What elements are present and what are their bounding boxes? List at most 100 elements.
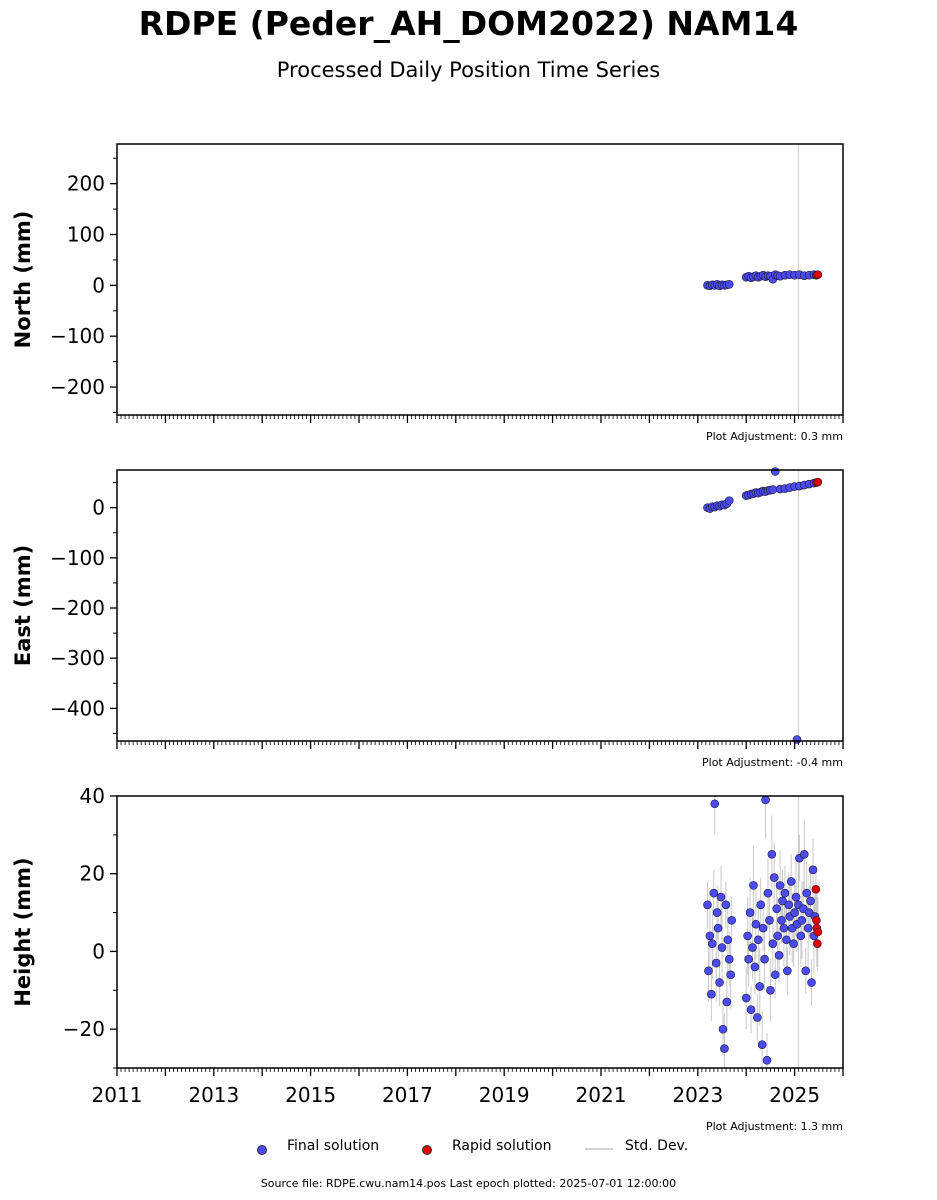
east-ytick-label: −300: [50, 646, 105, 670]
height-final-point: [791, 892, 801, 902]
height-final-point: [762, 1055, 772, 1065]
height-final-point: [711, 958, 721, 968]
height-rapid-point: [812, 916, 821, 925]
height-final-point: [766, 985, 775, 995]
height-final-point: [755, 982, 765, 991]
legend-final-marker: [257, 1142, 267, 1158]
height-final-point: [749, 881, 758, 890]
east-ytick-label: 0: [92, 496, 105, 520]
height-xtick-label: 2017: [382, 1083, 433, 1107]
height-final-point: [721, 900, 731, 910]
height-xtick-label: 2023: [672, 1083, 723, 1107]
east-ytick-label: −400: [50, 696, 105, 720]
height-ytick-label: 40: [80, 784, 105, 808]
height-final-point: [741, 993, 751, 1003]
height-xtick-label: 2011: [92, 1083, 143, 1107]
height-final-point: [806, 896, 815, 906]
height-final-point: [777, 916, 786, 925]
height-final-point: [727, 916, 736, 925]
height-final-point: [756, 900, 766, 910]
height-final-point: [715, 978, 724, 987]
height-final-point: [799, 849, 809, 859]
height-final-point: [782, 935, 791, 945]
height-axis-title: Height (mm): [11, 857, 35, 1006]
legend-std-marker: [585, 1141, 613, 1157]
east-final-point: [724, 496, 734, 505]
north-panel: −200 −100 0 100 200 North (mm) Plot Adjustment…: [11, 143, 844, 443]
height-final-point: [790, 908, 799, 917]
height-final-point: [753, 1013, 762, 1022]
height-final-point: [710, 799, 720, 809]
height-ytick-label: −20: [63, 1017, 105, 1041]
height-final-point: [773, 931, 782, 941]
height-xtick-label: 2013: [188, 1083, 239, 1107]
height-final-point: [713, 923, 723, 933]
legend-std-label: Std. Dev.: [625, 1138, 689, 1154]
height-final-point: [807, 978, 816, 987]
east-ytick-label: −100: [50, 546, 105, 570]
height-final-point: [720, 1044, 729, 1053]
height-final-point: [803, 923, 813, 933]
north-ytick-label: 200: [67, 172, 105, 196]
chart-subtitle: Processed Daily Position Time Series: [276, 58, 661, 82]
height-final-point: [704, 966, 713, 976]
height-final-point: [784, 900, 794, 910]
height-final-point: [708, 939, 717, 948]
north-final-point: [724, 280, 734, 289]
height-final-point: [707, 989, 716, 999]
height-final-point: [780, 888, 790, 898]
height-final-point: [724, 954, 734, 964]
height-final-point: [765, 916, 774, 925]
height-final-point: [746, 1005, 756, 1015]
height-rapid-point: [813, 939, 822, 948]
height-rapid-point: [813, 927, 823, 937]
north-plot-adjustment: Plot Adjustment: 0.3 mm: [706, 430, 843, 443]
north-plot-area: [117, 144, 843, 415]
height-final-point: [768, 939, 778, 948]
north-axis-title: North (mm): [11, 211, 35, 349]
height-ytick-label: 20: [80, 862, 105, 886]
height-final-point: [705, 931, 715, 941]
east-final-point: [770, 467, 780, 476]
rapid-solution-dot-icon: [422, 1145, 432, 1155]
source-note: Source file: RDPE.cwu.nam14.pos Last epo…: [260, 1177, 677, 1190]
height-xtick-label: 2019: [479, 1083, 530, 1107]
north-ytick-label: 0: [92, 273, 105, 297]
height-final-point: [779, 923, 789, 933]
east-plot-area: [117, 470, 843, 741]
height-final-point: [712, 908, 722, 917]
height-final-point: [772, 904, 781, 913]
height-final-point: [709, 888, 719, 898]
height-final-point: [743, 931, 752, 941]
height-plot-adjustment: Plot Adjustment: 1.3 mm: [706, 1120, 843, 1133]
height-final-point: [750, 962, 760, 972]
height-final-point: [808, 865, 818, 875]
height-final-point: [774, 951, 784, 960]
height-final-point: [718, 1024, 728, 1034]
legend-final-label: Final solution: [287, 1138, 380, 1154]
height-final-point: [745, 908, 755, 917]
east-axis-title: East (mm): [11, 545, 35, 666]
north-ytick-label: 100: [67, 223, 105, 247]
east-final-point: [768, 485, 778, 494]
east-panel: −400 −300 −200 −100 0 East (mm) Plot Adjustmen…: [11, 467, 844, 769]
final-solution-dot-icon: [257, 1145, 267, 1155]
height-final-point: [783, 966, 792, 976]
chart-title: RDPE (Peder_AH_DOM2022) NAM14: [138, 4, 799, 43]
height-final-point: [769, 873, 779, 882]
height-final-point: [760, 954, 769, 964]
east-rapid-point: [813, 477, 823, 487]
height-final-point: [789, 939, 798, 948]
north-ytick-label: −200: [50, 375, 105, 399]
north-ytick-label: −100: [50, 324, 105, 348]
height-xtick-label: 2021: [576, 1083, 627, 1107]
height-plot-area: [117, 796, 843, 1068]
height-final-point: [744, 954, 753, 964]
height-final-point: [726, 970, 736, 980]
height-final-point: [757, 1040, 767, 1049]
height-final-point: [763, 888, 773, 898]
height-final-point: [748, 943, 757, 952]
height-xtick-label: 2015: [285, 1083, 336, 1107]
height-ytick-label: 0: [92, 939, 105, 963]
